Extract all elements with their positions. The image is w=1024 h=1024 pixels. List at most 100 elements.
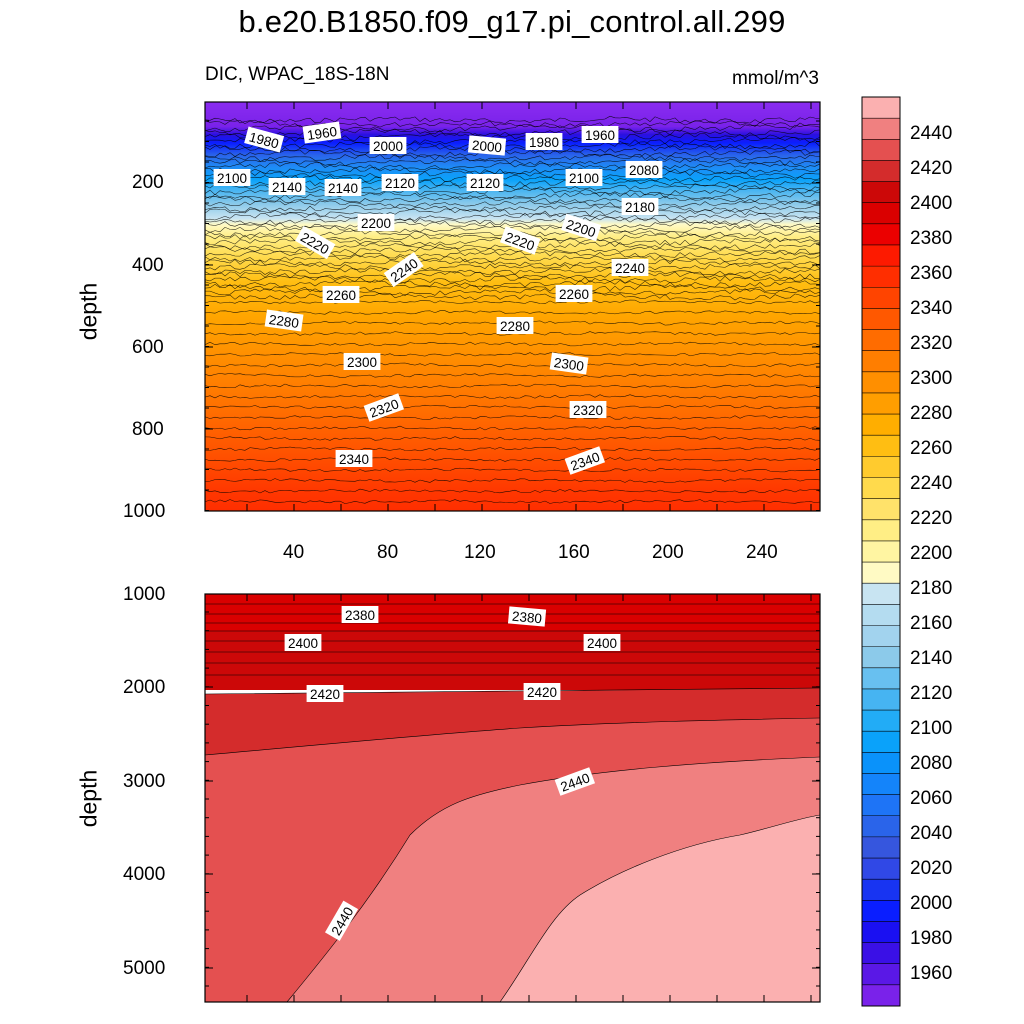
upper-contour-line — [204, 120, 821, 129]
lower-panel — [204, 593, 821, 1003]
colorbar-swatch — [862, 160, 900, 183]
colorbar-swatch — [862, 773, 900, 796]
upper-contour-line — [204, 212, 821, 221]
colorbar-swatch — [862, 625, 900, 648]
colorbar-swatch — [862, 456, 900, 479]
colorbar-swatch — [862, 836, 900, 859]
upper-contour-label: 2300 — [549, 352, 589, 375]
colorbar-label: 2320 — [910, 333, 953, 354]
upper-contour-label: 2100 — [565, 169, 603, 186]
colorbar-label: 2080 — [910, 753, 953, 774]
upper-contour-line — [204, 299, 821, 305]
upper-contour-line — [204, 279, 821, 288]
svg-text:2000: 2000 — [373, 139, 403, 154]
colorbar-swatch — [862, 519, 900, 542]
svg-text:2120: 2120 — [385, 176, 415, 191]
colorbar-swatch — [862, 181, 900, 204]
upper-contour-label: 2280 — [264, 309, 304, 332]
upper-ylabel: depth — [75, 282, 102, 341]
colorbar-swatch — [862, 139, 900, 161]
upper-contour-label: 2260 — [322, 286, 360, 303]
upper-ytick: 800 — [132, 419, 164, 440]
lower-ylabel: depth — [75, 769, 102, 828]
colorbar-swatch — [862, 392, 900, 415]
upper-contour-line — [204, 145, 821, 154]
upper-contour-label: 2000 — [467, 135, 507, 156]
svg-text:2260: 2260 — [326, 288, 356, 303]
colorbar — [861, 96, 901, 1007]
colorbar-swatch — [862, 202, 900, 225]
upper-contour-line — [204, 292, 821, 301]
upper-contour-label: 2240 — [611, 259, 649, 276]
svg-text:2380: 2380 — [345, 608, 375, 623]
chart-title: b.e20.B1850.f09_g17.pi_control.all.299 — [238, 4, 786, 39]
upper-xtick: 80 — [377, 542, 399, 563]
svg-text:2140: 2140 — [272, 180, 302, 195]
lower-ytick: 3000 — [123, 771, 166, 792]
colorbar-label: 2060 — [910, 788, 953, 809]
upper-contour-line — [204, 195, 821, 204]
upper-contour-line — [204, 115, 821, 125]
upper-contour-line — [204, 149, 821, 158]
upper-contour-line — [204, 362, 821, 368]
upper-panel — [204, 101, 821, 512]
upper-contour-label: 2140 — [268, 178, 306, 195]
lower-contour-label: 2420 — [523, 683, 561, 700]
colorbar-swatch — [862, 688, 900, 711]
upper-contour-label: 2120 — [466, 174, 504, 191]
upper-ytick: 400 — [132, 255, 164, 276]
upper-contour-line — [204, 446, 821, 452]
upper-contour-label: 2000 — [369, 137, 407, 154]
svg-text:1980: 1980 — [529, 135, 559, 150]
colorbar-swatch — [862, 540, 900, 563]
upper-contour-label: 1980 — [525, 133, 563, 150]
svg-text:2180: 2180 — [625, 200, 655, 215]
upper-contour-line — [204, 162, 821, 171]
lower-contour-label: 2400 — [284, 634, 322, 651]
upper-contour-line — [204, 373, 821, 378]
colorbar-swatch — [862, 858, 900, 880]
lower-ytick: 1000 — [123, 584, 166, 605]
svg-text:2080: 2080 — [629, 163, 659, 178]
lower-ytick: 5000 — [123, 958, 166, 979]
upper-contour-line — [204, 310, 821, 315]
upper-frame — [204, 101, 821, 512]
upper-contour-line — [204, 153, 821, 162]
upper-contour-label: 1960 — [302, 121, 342, 144]
svg-text:2140: 2140 — [328, 181, 358, 196]
upper-contour-line — [204, 225, 821, 233]
upper-contour-line — [204, 170, 821, 179]
colorbar-swatch — [862, 963, 900, 986]
upper-contour-line — [204, 457, 821, 462]
svg-text:2300: 2300 — [347, 355, 377, 370]
colorbar-label: 2220 — [910, 508, 953, 529]
lower-ytick: 2000 — [123, 677, 166, 698]
colorbar-label: 2340 — [910, 298, 953, 319]
colorbar-swatch — [862, 942, 900, 965]
colorbar-label: 2040 — [910, 823, 953, 844]
colorbar-swatch — [862, 667, 900, 690]
colorbar-swatch — [862, 97, 900, 119]
upper-contour-line — [204, 271, 821, 280]
upper-contour-line — [204, 383, 820, 389]
upper-contour-line — [204, 246, 821, 255]
colorbar-swatch — [862, 498, 900, 521]
colorbar-label: 2400 — [910, 193, 953, 214]
colorbar-label: 2280 — [910, 403, 953, 424]
upper-contour-line — [204, 404, 821, 409]
upper-contour-label: 2140 — [324, 179, 362, 196]
lower-contour-label: 2380 — [507, 606, 547, 627]
colorbar-swatch — [862, 329, 900, 352]
upper-contour-line — [204, 179, 821, 188]
upper-contour-line — [204, 263, 821, 271]
upper-contour-line — [204, 216, 821, 225]
svg-text:1960: 1960 — [585, 128, 615, 143]
svg-text:2420: 2420 — [310, 687, 340, 702]
colorbar-label: 2240 — [910, 473, 953, 494]
upper-contour-line — [204, 267, 821, 276]
colorbar-swatch — [862, 562, 900, 584]
colorbar-swatch — [862, 921, 900, 944]
svg-text:1960: 1960 — [306, 124, 338, 143]
colorbar-swatch — [862, 287, 900, 309]
